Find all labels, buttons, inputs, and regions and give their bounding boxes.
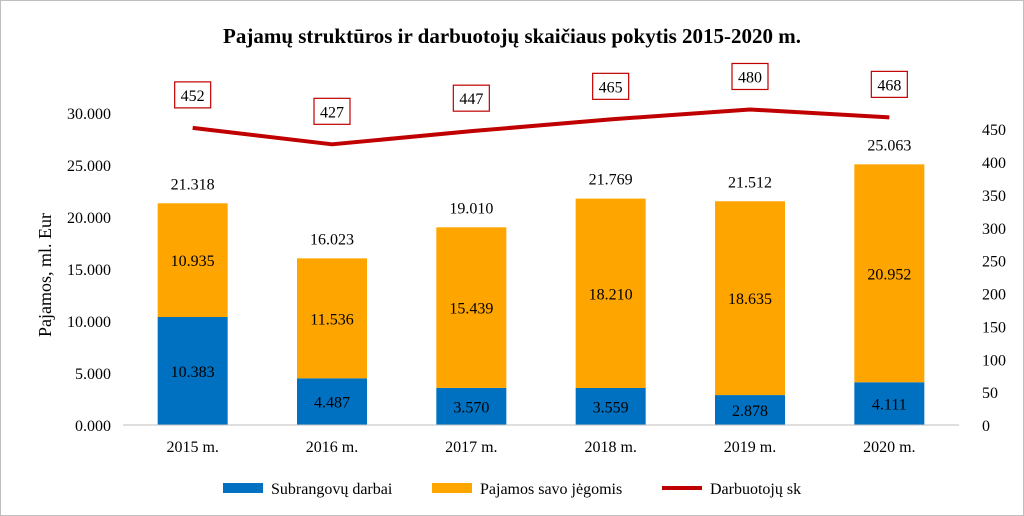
bar-value-label: 3.570: [453, 399, 489, 416]
bar-value-label: 11.536: [310, 311, 353, 328]
bar-value-label: 10.383: [171, 364, 215, 381]
bar-value-label: 4.487: [314, 395, 350, 412]
line-value-box: [731, 62, 769, 91]
y2-tick-label: 100: [982, 352, 1006, 369]
y-tick-label: 10.000: [67, 314, 111, 331]
x-tick-label: 2015 m.: [166, 439, 218, 456]
y2-tick-label: 150: [982, 319, 1006, 336]
total-value-label: 16.023: [310, 231, 354, 248]
x-tick-label: 2017 m.: [445, 439, 497, 456]
bar-subrangovu-4: [715, 395, 785, 425]
y-axis-title: Pajamos, ml. Eur: [35, 213, 55, 337]
y2-tick-label: 450: [982, 122, 1006, 139]
total-value-label: 25.063: [867, 137, 911, 154]
y2-tick-label: 400: [982, 155, 1006, 172]
y-tick-label: 30.000: [67, 106, 111, 123]
line-value-box: [452, 84, 490, 112]
data-labels-group: 10.383 10.935 21.318 4.487 11.536 16.023 3.570…: [171, 62, 911, 420]
legend-label: Pajamos savo jėgomis: [480, 481, 622, 498]
line-value-label: 447: [459, 91, 483, 108]
legend-item-darbuotoju: Darbuotojų sk: [662, 481, 801, 498]
bar-subrangovu-5: [854, 382, 925, 425]
x-tick-label: 2020 m.: [863, 439, 915, 456]
bar-savo-jegomis-0: [157, 203, 228, 318]
legend-item-subrangovu: Subrangovų darbai: [223, 481, 393, 498]
line-value-label: 480: [738, 69, 762, 86]
bar-value-label: 10.935: [171, 253, 215, 270]
line-value-label: 452: [181, 88, 205, 105]
chart-title: Pajamų struktūros ir darbuotojų skaičiau…: [223, 24, 801, 48]
y2-tick-label: 350: [982, 188, 1006, 205]
total-value-label: 21.512: [728, 174, 772, 191]
x-tick-label: 2019 m.: [724, 439, 776, 456]
bar-value-label: 4.111: [872, 397, 907, 414]
bar-subrangovu-2: [436, 387, 507, 425]
line-value-box: [313, 97, 351, 125]
x-tick-label: 2016 m.: [306, 439, 358, 456]
bar-savo-jegomis-4: [715, 201, 785, 396]
y2-tick-label: 50: [982, 385, 998, 402]
y-tick-label: 20.000: [67, 210, 111, 227]
total-value-label: 21.769: [589, 172, 633, 189]
x-tick-label: 2018 m.: [584, 439, 636, 456]
bar-value-label: 18.210: [589, 286, 633, 303]
line-series-group: [192, 107, 890, 147]
bar-value-label: 3.559: [593, 399, 629, 416]
y2-tick-label: 300: [982, 221, 1006, 238]
line-value-label: 427: [320, 104, 344, 121]
legend-swatch: [432, 483, 472, 493]
y-tick-label: 0.000: [75, 418, 111, 435]
axes-group: 2015 m. 2016 m. 2017 m. 2018 m. 2019 m. 2020 …: [67, 106, 1006, 456]
y2-tick-label: 0: [982, 418, 990, 435]
y-tick-label: 25.000: [67, 158, 111, 175]
line-value-box: [592, 72, 630, 100]
line-value-label: 468: [877, 77, 901, 94]
legend-swatch: [223, 483, 263, 493]
bar-savo-jegomis-5: [854, 164, 925, 383]
line-darbuotoju-sk: [192, 107, 890, 147]
bar-savo-jegomis-2: [436, 227, 507, 388]
line-value-box: [174, 81, 212, 109]
bar-value-label: 15.439: [449, 301, 493, 318]
y2-tick-label: 250: [982, 254, 1006, 271]
y2-tick-label: 200: [982, 287, 1006, 304]
bar-value-label: 18.635: [728, 291, 772, 308]
bar-value-label: 2.878: [732, 403, 768, 420]
total-value-label: 19.010: [449, 200, 493, 217]
bar-subrangovu-3: [575, 387, 646, 425]
legend-item-savo-jegomis: Pajamos savo jėgomis: [432, 481, 622, 498]
bar-savo-jegomis-1: [297, 258, 367, 379]
bar-value-label: 20.952: [867, 266, 911, 283]
line-value-box: [870, 70, 908, 98]
legend-label: Subrangovų darbai: [271, 481, 393, 498]
bars-group: [157, 164, 925, 425]
bar-subrangovu-1: [297, 378, 367, 425]
line-value-label: 465: [599, 79, 623, 96]
total-value-label: 21.318: [171, 176, 215, 193]
bar-subrangovu-0: [157, 317, 228, 425]
y-tick-label: 5.000: [75, 366, 111, 383]
bar-savo-jegomis-3: [575, 198, 646, 388]
legend: Subrangovų darbai Pajamos savo jėgomis Dar…: [223, 481, 801, 498]
legend-label: Darbuotojų sk: [710, 481, 801, 498]
y-tick-label: 15.000: [67, 262, 111, 279]
